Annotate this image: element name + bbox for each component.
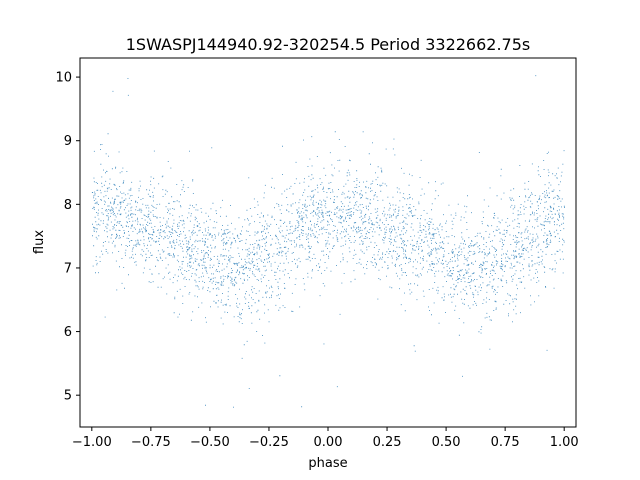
y-tick-label: 7 (64, 261, 72, 276)
x-tick-label: 0.75 (491, 435, 520, 450)
y-tick-label: 8 (64, 198, 72, 213)
flux-points (91, 75, 565, 408)
scatter-points (91, 75, 565, 408)
y-tick-label: 10 (55, 71, 72, 86)
x-tick-label: −0.25 (249, 435, 289, 450)
x-tick-label: −1.00 (72, 435, 112, 450)
x-tick-label: 1.00 (550, 435, 579, 450)
x-tick-label: 0.00 (314, 435, 343, 450)
x-tick-label: 0.50 (432, 435, 461, 450)
x-axis: −1.00 −0.75 −0.50 −0.25 0.00 0.25 0.50 0.75 1.00 (72, 427, 579, 450)
y-tick-label: 6 (64, 325, 72, 340)
y-axis-label: flux (32, 230, 47, 254)
x-tick-label: −0.75 (131, 435, 171, 450)
y-tick-label: 9 (64, 134, 72, 149)
x-tick-label: −0.50 (190, 435, 230, 450)
y-tick-label: 5 (64, 389, 72, 404)
chart-title: 1SWASPJ144940.92-320254.5 Period 3322662… (126, 35, 531, 54)
x-tick-label: 0.25 (373, 435, 402, 450)
x-axis-label: phase (308, 456, 347, 471)
plot-frame (79, 57, 577, 428)
y-axis: 5 6 7 8 9 10 (55, 71, 80, 404)
